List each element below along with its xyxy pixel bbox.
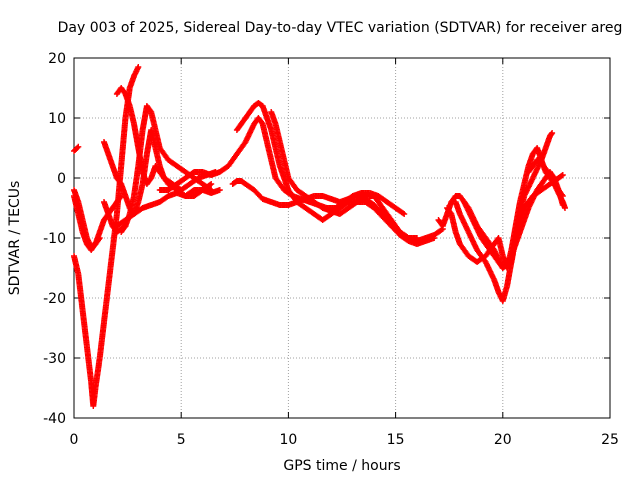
x-tick-label: 15 [387,432,405,448]
y-tick-label: -40 [43,411,66,427]
data-point [122,223,129,229]
data-point [96,235,103,241]
series-track [113,187,223,229]
data-point [207,181,213,188]
data-point [400,210,406,217]
series-track [71,143,82,154]
series-track [113,85,215,199]
data-point [208,181,215,187]
chart-title: Day 003 of 2025, Sidereal Day-to-day VTE… [58,20,623,36]
data-point [75,143,82,150]
data-point [117,194,124,201]
series-track [525,157,568,211]
data-point [401,211,408,217]
data-point [74,144,81,151]
data-point [135,64,142,70]
x-axis-ticks: 0 5 10 15 20 25 [70,58,619,448]
x-axis-label: GPS time / hours [283,458,400,474]
data-point [121,223,128,230]
series-track [101,199,129,235]
y-tick-label: 20 [48,51,66,67]
y-tick-label: 10 [48,111,66,127]
x-tick-label: 25 [601,432,619,448]
data-point [559,172,566,178]
y-axis-label: SDTVAR / TECUs [7,181,23,296]
data-point [549,130,556,136]
series-track [71,64,142,409]
series-track [71,187,103,250]
data-point [216,187,223,193]
x-tick-label: 20 [494,432,512,448]
x-tick-label: 5 [177,432,186,448]
data-point [562,205,568,211]
y-tick-label: -10 [43,231,66,247]
y-axis-ticks: -40 -30 -20 -10 0 10 20 [43,51,610,427]
data-point [95,236,102,243]
x-tick-label: 0 [70,432,79,448]
chart-grid [74,58,610,418]
y-tick-label: -20 [43,291,66,307]
y-tick-label: -30 [43,351,66,367]
y-tick-label: 0 [57,171,66,187]
x-tick-label: 10 [279,432,297,448]
series-track [444,145,566,271]
series-track [229,178,446,244]
plot-points [71,64,568,409]
